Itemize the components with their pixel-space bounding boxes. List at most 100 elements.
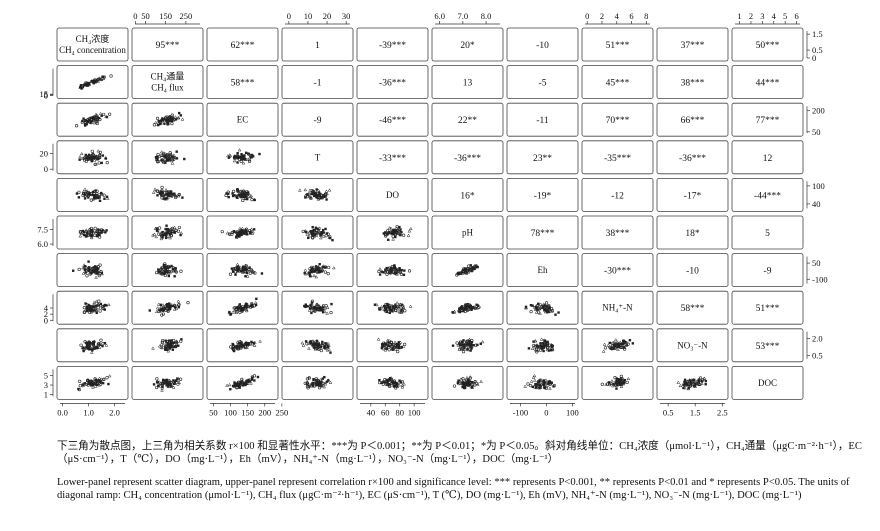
point <box>694 382 698 386</box>
point <box>304 196 307 199</box>
point <box>549 381 552 384</box>
point <box>102 75 105 78</box>
point <box>90 379 95 383</box>
point <box>304 303 307 306</box>
point <box>244 302 249 306</box>
top-tick-label-t: 10 <box>304 11 313 21</box>
point <box>156 194 159 197</box>
point <box>255 297 258 301</box>
point <box>174 379 178 382</box>
point <box>105 195 109 198</box>
diagonal-label-nh4: NH₄⁺-N <box>602 303 633 313</box>
point <box>174 306 177 309</box>
panel-do-do <box>356 177 429 212</box>
point <box>86 158 89 161</box>
point <box>251 230 255 234</box>
point <box>94 79 97 82</box>
point <box>232 349 236 353</box>
correlation-ch4_conc-no3: 37*** <box>681 41 705 51</box>
point <box>385 310 388 314</box>
point <box>547 380 551 384</box>
point <box>393 265 396 268</box>
point <box>171 269 175 273</box>
point <box>98 228 103 232</box>
correlation-ch4_flux-eh: -5 <box>539 79 547 89</box>
point <box>536 383 539 386</box>
point <box>93 384 98 388</box>
point <box>683 386 687 390</box>
point <box>93 195 96 199</box>
point <box>470 308 473 311</box>
point <box>156 302 161 306</box>
point <box>327 188 332 192</box>
point <box>101 229 106 234</box>
point <box>165 193 168 196</box>
point <box>378 381 382 385</box>
point <box>173 192 176 195</box>
point <box>245 232 249 236</box>
point <box>309 303 312 307</box>
point <box>316 197 321 201</box>
point <box>250 197 254 202</box>
point <box>166 115 170 119</box>
point <box>235 305 240 309</box>
point <box>394 308 398 313</box>
point <box>74 124 79 128</box>
point <box>612 344 616 348</box>
caption-english-text: Lower-panel represent scatter diagram, u… <box>57 477 850 502</box>
point <box>98 269 103 273</box>
point <box>387 303 390 306</box>
point <box>170 344 174 347</box>
point <box>95 234 99 238</box>
point <box>161 117 164 120</box>
point <box>536 345 540 348</box>
point <box>81 383 84 386</box>
panel-ph-doc <box>731 215 804 250</box>
point <box>319 345 322 349</box>
point <box>89 384 93 387</box>
top-tick-label-nh4: 2 <box>600 11 604 21</box>
point <box>611 384 615 388</box>
point <box>601 349 606 353</box>
point <box>314 342 317 345</box>
point <box>169 302 173 306</box>
point <box>477 305 481 309</box>
right-tick-label-ch4_conc: 0.5 <box>812 45 823 55</box>
point <box>470 345 474 349</box>
point <box>238 226 242 230</box>
point <box>236 382 240 386</box>
point <box>315 188 318 191</box>
point <box>324 189 329 193</box>
point <box>323 375 326 379</box>
point <box>85 345 88 349</box>
panel-eh-doc <box>731 253 804 288</box>
point <box>392 379 397 383</box>
point <box>159 150 164 154</box>
point <box>452 384 457 388</box>
point <box>479 379 483 383</box>
point <box>542 305 545 309</box>
point <box>304 305 307 309</box>
point <box>693 384 698 388</box>
point <box>105 161 109 165</box>
point <box>169 385 173 388</box>
point <box>174 345 177 348</box>
point <box>244 341 248 345</box>
point <box>180 117 185 121</box>
point <box>392 231 396 234</box>
correlation-do-eh: -19* <box>534 191 552 201</box>
point <box>397 228 402 232</box>
point <box>225 231 230 235</box>
diagonal-label-doc: DOC <box>758 378 777 388</box>
point <box>86 231 89 235</box>
correlation-ec-nh4: 70*** <box>606 116 630 126</box>
point <box>462 378 467 383</box>
point <box>395 271 399 275</box>
point <box>303 271 306 275</box>
point <box>623 346 626 349</box>
point <box>474 264 478 268</box>
point <box>321 308 324 311</box>
point <box>173 231 177 234</box>
point <box>540 346 545 350</box>
point <box>237 193 240 197</box>
